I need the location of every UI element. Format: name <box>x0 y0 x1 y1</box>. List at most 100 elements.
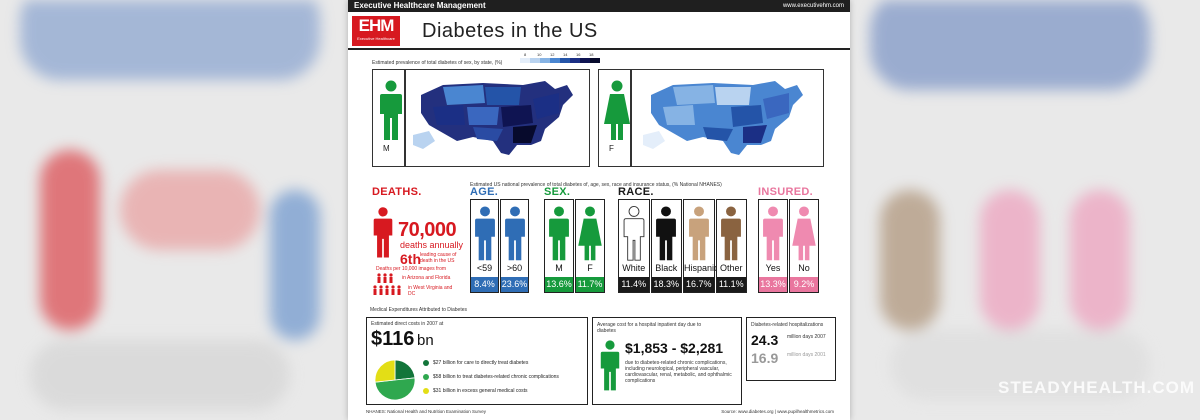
person-figure-icon <box>549 206 569 261</box>
brand-name: Executive Healthcare Management <box>354 1 486 10</box>
scale-swatch <box>550 58 560 63</box>
death-rank: 6th <box>400 251 421 267</box>
ehm-logo: EHM Executive Healthcare <box>352 16 400 46</box>
race-value: 18.3% <box>651 277 681 292</box>
legend-text: $58 billion to treat diabetes-related ch… <box>433 374 559 380</box>
sex-column: M 13.6% <box>544 199 574 293</box>
pie-slice <box>374 377 416 401</box>
insured-column: No 9.2% <box>789 199 819 293</box>
hospital-cost-range: $1,853 - $2,281 <box>625 340 724 356</box>
person-figure-icon <box>721 206 742 261</box>
insured-label: Yes <box>765 263 781 273</box>
sex-value: 13.6% <box>545 277 573 292</box>
sex-heading: SEX. <box>544 186 571 198</box>
legend-swatch <box>423 388 429 394</box>
death-place-2: in West Virginia and DC <box>408 285 453 297</box>
male-map-panel: M <box>372 69 590 167</box>
scale-swatch <box>580 58 590 63</box>
scale-tick: 12 <box>550 52 555 57</box>
patient-figure-icon <box>600 340 620 391</box>
blurred-background-right <box>850 0 1200 420</box>
person-figure-icon <box>688 206 709 261</box>
age-heading: AGE. <box>470 186 499 198</box>
race-value: 16.7% <box>684 277 714 292</box>
footer-left: NHANES: National Health and Nutrition Ex… <box>366 409 487 414</box>
age-label: <59 <box>476 263 493 273</box>
scale-tick: 10 <box>537 52 542 57</box>
prevalence-color-scale <box>520 58 600 63</box>
scale-tick: 14 <box>563 52 568 57</box>
female-label: F <box>609 144 614 153</box>
death-rank-text: leading cause of death in the US <box>420 252 457 264</box>
infographic: Executive Healthcare Management www.exec… <box>348 0 850 420</box>
race-heading: RACE. <box>618 186 654 198</box>
age-column: <59 8.4% <box>470 199 499 293</box>
age-column: >60 23.6% <box>500 199 529 293</box>
legend-swatch <box>423 374 429 380</box>
us-map-female <box>643 81 803 155</box>
legend-item: $31 billion in excess general medical co… <box>423 388 528 394</box>
maps-caption: Estimated prevalence of total diabetes o… <box>372 60 503 66</box>
watermark: STEADYHEALTH.COM <box>998 378 1196 397</box>
page-title: Diabetes in the US <box>422 20 598 42</box>
insured-value: 9.2% <box>790 277 818 292</box>
person-figure-icon <box>792 206 816 261</box>
hospitalizations-2007-sub: million days 2007 <box>787 334 826 340</box>
deaths-heading: DEATHS. <box>372 186 422 198</box>
small-people-icon-2 <box>373 285 401 295</box>
pie-slice <box>394 359 416 381</box>
prevalence-caption: Estimated US national prevalence of tota… <box>470 182 722 188</box>
scale-swatch <box>570 58 580 63</box>
small-people-icon <box>377 273 393 283</box>
race-column: Hispanic 16.7% <box>683 199 719 293</box>
race-label: Hispanic <box>684 263 719 273</box>
legend-text: $27 billion for care to directly treat d… <box>433 360 529 366</box>
header-bar: Executive Healthcare Management www.exec… <box>348 0 850 12</box>
pie-slice <box>374 359 396 383</box>
insured-column: Yes 13.3% <box>758 199 788 293</box>
legend-swatch <box>423 360 429 366</box>
female-figure-icon <box>604 80 630 140</box>
race-label: Other <box>719 263 743 273</box>
direct-costs-box: Estimated direct costs in 2007 at $116 b… <box>366 317 588 405</box>
race-value: 11.1% <box>716 277 746 292</box>
person-figure-icon <box>504 206 525 261</box>
race-value: 11.4% <box>619 277 649 292</box>
hospitalizations-box: Diabetes-related hospitalizations 24.3 m… <box>746 317 836 381</box>
race-column: Other 11.1% <box>715 199 747 293</box>
scale-tick: 8 <box>524 52 527 57</box>
scale-swatch <box>540 58 550 63</box>
scale-tick: 16 <box>576 52 581 57</box>
hospitalizations-2001: 16.9 <box>751 350 779 366</box>
sex-label: M <box>555 263 563 273</box>
expenditures-caption: Medical Expenditures Attributed to Diabe… <box>370 307 467 313</box>
title-divider <box>348 48 850 50</box>
age-value: 8.4% <box>471 277 498 292</box>
deaths-number: 70,000 <box>398 219 457 241</box>
legend-item: $58 billion to treat diabetes-related ch… <box>423 374 559 380</box>
hospital-caption: Average cost for a hospital inpatient da… <box>597 322 702 334</box>
costs-pie-chart <box>374 359 416 401</box>
scale-tick: 18 <box>589 52 594 57</box>
insured-value: 13.3% <box>759 277 787 292</box>
person-figure-icon <box>474 206 495 261</box>
insured-heading: INSURED. <box>758 186 813 198</box>
legend-item: $27 billion for care to directly treat d… <box>423 360 528 366</box>
hospitalizations-2001-sub: million days 2001 <box>787 352 826 358</box>
hospitalizations-2007: 24.3 <box>751 332 779 348</box>
female-map-panel: F <box>598 69 824 167</box>
us-map-male <box>413 81 573 155</box>
scale-swatch <box>560 58 570 63</box>
direct-costs-caption: Estimated direct costs in 2007 at <box>371 321 444 327</box>
sex-value: 11.7% <box>576 277 604 292</box>
blurred-background-left <box>0 0 348 420</box>
hospital-cost-box: Average cost for a hospital inpatient da… <box>592 317 742 405</box>
death-equiv-text: Deaths per 10,000 images from <box>376 266 447 272</box>
footer-right: Source: www.diabetes.org | www.pupilheal… <box>721 409 834 414</box>
hospitalizations-caption: Diabetes-related hospitalizations <box>751 322 824 328</box>
deaths-figure-icon <box>373 207 393 258</box>
age-label: >60 <box>506 263 523 273</box>
person-figure-icon <box>623 206 645 261</box>
male-figure-icon <box>380 80 402 140</box>
scale-swatch <box>520 58 530 63</box>
